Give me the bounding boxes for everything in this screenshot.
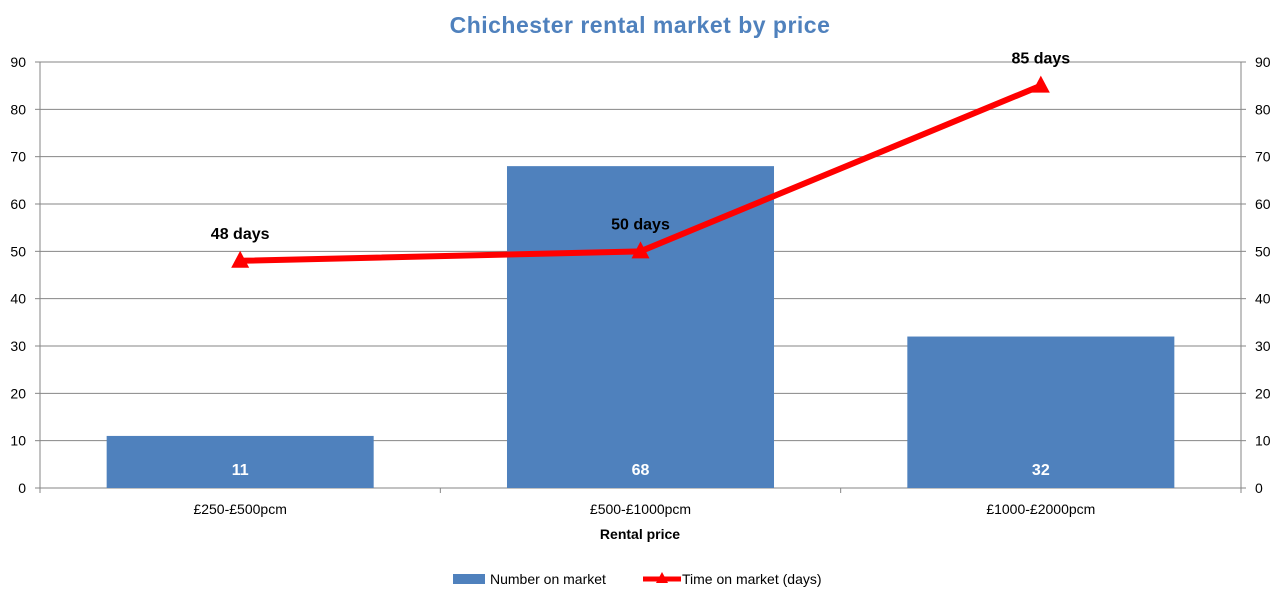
y-tick-label: 40 bbox=[10, 291, 26, 307]
y2-tick-label: 80 bbox=[1255, 101, 1271, 117]
x-tick-label: £1000-£2000pcm bbox=[986, 501, 1095, 517]
legend-marker-triangle bbox=[656, 572, 668, 583]
y2-tick-label: 0 bbox=[1255, 480, 1263, 496]
legend-label-time-on-market: Time on market (days) bbox=[682, 571, 822, 587]
axes: 0 0 10 10 20 20 30 30 40 40 50 50 60 60 70 70 80 80 90 90 £2… bbox=[10, 54, 1270, 517]
x-tick-label: £500-£1000pcm bbox=[590, 501, 691, 517]
legend: Number on market Time on market (days) bbox=[453, 571, 822, 587]
data-labels: 11 68 32 48 days 50 days 85 days bbox=[211, 51, 1070, 479]
line-point-marker bbox=[231, 250, 250, 268]
y2-tick-label: 40 bbox=[1255, 291, 1271, 307]
y-tick-label: 10 bbox=[10, 433, 26, 449]
legend-swatch-number-on-market bbox=[453, 574, 485, 584]
y-tick-label: 20 bbox=[10, 385, 26, 401]
bar-data-label: 32 bbox=[1032, 462, 1050, 479]
legend-label-number-on-market: Number on market bbox=[490, 571, 606, 587]
chart-title: Chichester rental market by price bbox=[450, 12, 831, 38]
x-axis-label: Rental price bbox=[600, 526, 680, 542]
line-data-label: 85 days bbox=[1011, 51, 1070, 68]
y2-tick-label: 50 bbox=[1255, 243, 1271, 259]
y-tick-label: 30 bbox=[10, 338, 26, 354]
line-point-marker bbox=[631, 241, 650, 259]
line-series bbox=[231, 75, 1050, 268]
bar-data-label: 11 bbox=[232, 462, 249, 479]
bar-data-label: 68 bbox=[632, 462, 650, 479]
line-data-label: 50 days bbox=[611, 216, 670, 233]
y-tick-label: 50 bbox=[10, 243, 26, 259]
y-tick-label: 90 bbox=[10, 54, 26, 70]
y-tick-label: 60 bbox=[10, 196, 26, 212]
line-point-marker bbox=[1031, 75, 1050, 93]
y2-tick-label: 70 bbox=[1255, 149, 1271, 165]
bar bbox=[106, 435, 374, 488]
line-data-label: 48 days bbox=[211, 226, 270, 243]
bar-series bbox=[106, 166, 1175, 488]
x-tick-label: £250-£500pcm bbox=[193, 501, 286, 517]
bar bbox=[506, 166, 775, 488]
bar bbox=[907, 336, 1175, 488]
y2-tick-label: 60 bbox=[1255, 196, 1271, 212]
y-tick-label: 70 bbox=[10, 149, 26, 165]
y2-tick-label: 90 bbox=[1255, 54, 1271, 70]
y-tick-label: 0 bbox=[18, 480, 26, 496]
y2-tick-label: 10 bbox=[1255, 433, 1271, 449]
y2-tick-label: 30 bbox=[1255, 338, 1271, 354]
y-tick-label: 80 bbox=[10, 101, 26, 117]
y2-tick-label: 20 bbox=[1255, 385, 1271, 401]
